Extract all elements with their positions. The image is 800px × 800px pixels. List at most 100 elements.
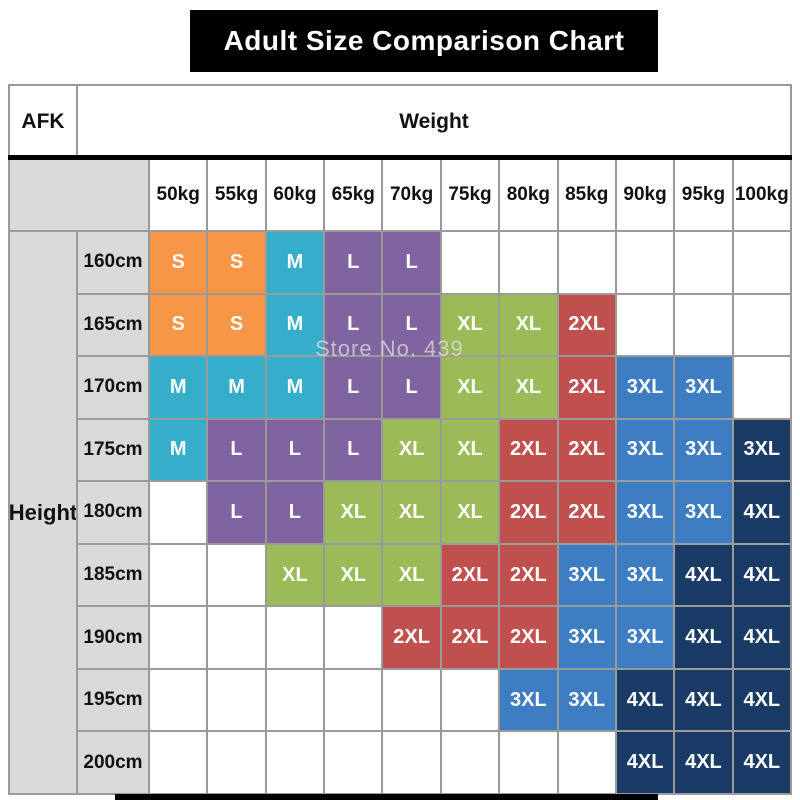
- size-cell: M: [266, 232, 324, 293]
- size-cell: 4XL: [616, 732, 674, 793]
- size-cell: 2XL: [558, 419, 615, 481]
- size-cell: XL: [325, 544, 382, 606]
- empty-cell: [558, 732, 615, 793]
- weight-header: Weight: [78, 86, 790, 158]
- empty-cell: [150, 732, 207, 793]
- empty-cell: [441, 669, 499, 731]
- empty-cell: [150, 544, 207, 606]
- size-cell: XL: [441, 357, 499, 418]
- size-cell: XL: [383, 482, 440, 543]
- weight-col-60kg: 60kg: [266, 160, 324, 230]
- size-cell: L: [325, 232, 382, 293]
- size-cell: XL: [500, 294, 557, 356]
- size-cell: XL: [441, 294, 499, 356]
- empty-cell: [733, 357, 790, 418]
- size-cell: L: [383, 357, 440, 418]
- height-label: Height: [10, 232, 76, 793]
- size-cell: XL: [325, 482, 382, 543]
- size-cell: S: [150, 232, 207, 293]
- weight-col-85kg: 85kg: [558, 160, 615, 230]
- size-cell: 3XL: [616, 544, 674, 606]
- size-cell: 4XL: [733, 669, 790, 731]
- size-grid: AFK Weight 50kg 55kg 60kg 65kg 70kg 75kg 80kg 85k…: [8, 84, 792, 795]
- empty-cell: [325, 732, 382, 793]
- weight-col-75kg: 75kg: [441, 160, 499, 230]
- size-cell: L: [325, 357, 382, 418]
- size-cell: L: [383, 232, 440, 293]
- weight-col-70kg: 70kg: [383, 160, 440, 230]
- size-cell: 4XL: [675, 544, 732, 606]
- size-cell: 2XL: [500, 419, 557, 481]
- empty-cell: [208, 544, 265, 606]
- size-cell: 3XL: [558, 544, 615, 606]
- empty-cell: [558, 232, 615, 293]
- empty-cell: [150, 482, 207, 543]
- empty-cell: [208, 607, 265, 668]
- row-label-200cm: 200cm: [78, 732, 148, 793]
- empty-cell: [150, 607, 207, 668]
- empty-cell: [441, 732, 499, 793]
- size-cell: L: [266, 419, 324, 481]
- size-cell: 4XL: [733, 544, 790, 606]
- weight-col-95kg: 95kg: [675, 160, 732, 230]
- bottom-strip: [115, 794, 658, 800]
- empty-cell: [383, 732, 440, 793]
- empty-cell: [383, 669, 440, 731]
- empty-cell: [208, 732, 265, 793]
- size-cell: 4XL: [733, 482, 790, 543]
- row-label-195cm: 195cm: [78, 669, 148, 731]
- size-cell: 2XL: [500, 544, 557, 606]
- empty-cell: [325, 607, 382, 668]
- row-label-180cm: 180cm: [78, 482, 148, 543]
- size-cell: 3XL: [500, 669, 557, 731]
- size-cell: 2XL: [500, 482, 557, 543]
- empty-cell: [325, 669, 382, 731]
- empty-cell: [150, 669, 207, 731]
- corner-cell-afk: AFK: [10, 86, 76, 158]
- size-cell: S: [208, 294, 265, 356]
- empty-cell: [500, 232, 557, 293]
- size-cell: XL: [441, 419, 499, 481]
- size-cell: XL: [383, 419, 440, 481]
- empty-cell: [208, 669, 265, 731]
- size-cell: 4XL: [616, 669, 674, 731]
- size-cell: 3XL: [616, 482, 674, 543]
- size-cell: XL: [500, 357, 557, 418]
- size-cell: 4XL: [733, 732, 790, 793]
- row-label-165cm: 165cm: [78, 294, 148, 356]
- size-cell: M: [266, 294, 324, 356]
- size-cell: XL: [441, 482, 499, 543]
- size-cell: 4XL: [675, 669, 732, 731]
- size-cell: S: [150, 294, 207, 356]
- empty-cell: [441, 232, 499, 293]
- size-cell: 3XL: [733, 419, 790, 481]
- empty-cell: [266, 732, 324, 793]
- row-label-175cm: 175cm: [78, 419, 148, 481]
- kg-row-blank-cell: [10, 160, 148, 230]
- size-cell: 3XL: [616, 607, 674, 668]
- empty-cell: [616, 232, 674, 293]
- row-label-190cm: 190cm: [78, 607, 148, 668]
- size-cell: 3XL: [675, 357, 732, 418]
- weight-col-50kg: 50kg: [150, 160, 207, 230]
- size-cell: M: [150, 357, 207, 418]
- size-cell: 2XL: [441, 544, 499, 606]
- size-cell: 3XL: [558, 607, 615, 668]
- weight-col-55kg: 55kg: [208, 160, 265, 230]
- size-cell: 2XL: [441, 607, 499, 668]
- weight-col-90kg: 90kg: [616, 160, 674, 230]
- row-label-170cm: 170cm: [78, 357, 148, 418]
- size-cell: 2XL: [500, 607, 557, 668]
- weight-col-80kg: 80kg: [500, 160, 557, 230]
- empty-cell: [733, 294, 790, 356]
- size-cell: L: [266, 482, 324, 543]
- size-cell: 3XL: [675, 419, 732, 481]
- size-cell: L: [208, 419, 265, 481]
- size-cell: 4XL: [733, 607, 790, 668]
- size-cell: M: [208, 357, 265, 418]
- size-cell: 2XL: [558, 482, 615, 543]
- empty-cell: [616, 294, 674, 356]
- empty-cell: [675, 232, 732, 293]
- size-cell: 3XL: [675, 482, 732, 543]
